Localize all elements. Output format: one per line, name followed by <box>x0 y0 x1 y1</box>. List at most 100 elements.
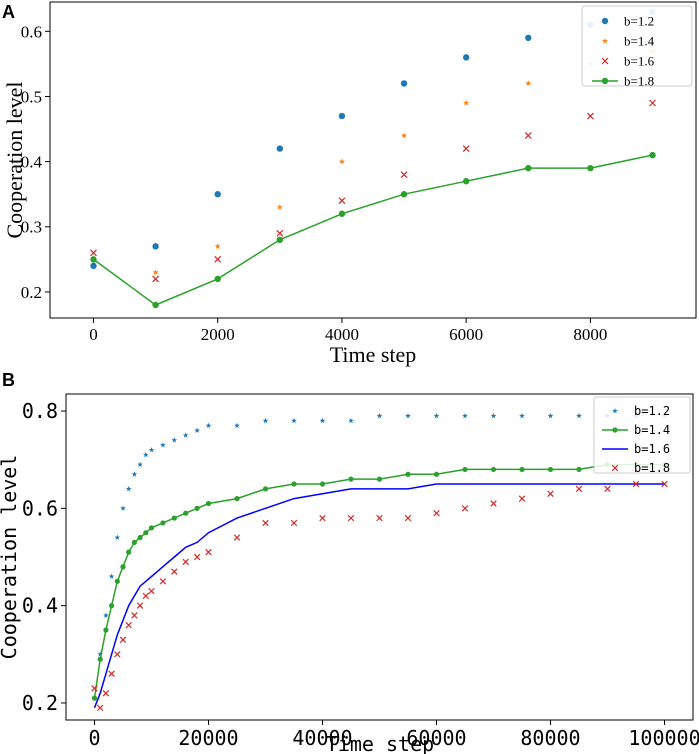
chart-panel-a: 0.2 0.3 0.4 0.5 0.6 0 2000 4000 6000 8000 Time s… <box>2 1 697 367</box>
legend-item: b=1.6 <box>601 54 655 69</box>
data-point <box>319 481 326 487</box>
data-point <box>262 417 269 424</box>
data-point <box>148 525 155 531</box>
series-b=1.4 <box>90 47 656 276</box>
data-point <box>183 510 189 516</box>
data-point <box>234 496 240 502</box>
data-point <box>525 80 532 87</box>
data-point <box>214 191 221 198</box>
y-tick-label: 0.4 <box>21 153 43 172</box>
data-point <box>547 412 554 419</box>
series-b=1.4 <box>91 461 668 701</box>
data-point <box>96 704 104 712</box>
data-point <box>348 417 354 424</box>
data-point <box>461 505 469 512</box>
data-point <box>433 509 440 517</box>
data-point <box>587 164 594 172</box>
data-point <box>214 275 221 283</box>
data-point <box>604 485 611 493</box>
legend-marker <box>611 464 619 472</box>
data-point <box>276 203 283 210</box>
data-point <box>338 158 346 165</box>
y-tick-label: 0.6 <box>21 22 42 41</box>
data-point <box>142 592 150 600</box>
x-tick-label: 0 <box>89 325 98 344</box>
data-point <box>131 612 138 619</box>
data-point <box>91 685 98 692</box>
data-point <box>126 549 132 555</box>
data-point <box>576 466 582 473</box>
x-tick-label: 0 <box>88 726 100 750</box>
legend-label: b=1.6 <box>634 442 670 456</box>
chart-panel-b: 0.2 0.4 0.6 0.8 0 20000 40000 60000 80000 100000… <box>0 393 699 754</box>
x-tick-label: 6000 <box>449 325 483 344</box>
y-tick-label: 0.8 <box>22 399 58 423</box>
data-point <box>400 171 408 179</box>
data-point <box>462 466 468 473</box>
data-point <box>193 553 201 561</box>
data-point <box>319 417 326 424</box>
data-point <box>262 519 269 527</box>
data-point <box>525 34 532 42</box>
series-b=1.2 <box>90 8 656 270</box>
legend-marker <box>601 17 609 25</box>
data-point <box>233 534 241 541</box>
data-point <box>205 500 212 507</box>
data-point <box>547 466 554 473</box>
x-tick-label: 4000 <box>325 325 359 344</box>
y-axis-label-a: Cooperation level <box>2 81 27 238</box>
x-axis-label-b: Time step <box>326 732 434 754</box>
data-point <box>575 485 583 493</box>
y-axis-label-b: Cooperation level <box>0 455 21 660</box>
y-tick-label: 0.2 <box>22 691 58 715</box>
data-point <box>120 505 126 511</box>
data-point <box>152 275 160 283</box>
legend-box-a <box>581 5 693 87</box>
legend-item: b=1.4 <box>602 423 670 437</box>
data-point <box>142 451 149 458</box>
x-tick-label: 2000 <box>201 325 235 344</box>
plot-frame-a <box>49 1 697 319</box>
data-point <box>120 564 126 570</box>
data-point <box>400 191 408 198</box>
data-point <box>171 515 177 521</box>
data-point <box>214 243 221 249</box>
data-point <box>152 301 159 309</box>
data-point <box>152 269 159 276</box>
data-point <box>159 578 167 585</box>
data-point <box>490 466 497 473</box>
data-point <box>103 612 109 618</box>
data-point <box>194 505 200 511</box>
data-point <box>114 534 121 540</box>
data-point <box>114 578 120 584</box>
data-point <box>525 164 532 172</box>
legend-item: b=1.8 <box>592 74 654 89</box>
data-point <box>234 422 240 429</box>
data-point <box>194 427 200 433</box>
y-tick-label: 0.3 <box>21 218 42 237</box>
data-point <box>462 177 470 185</box>
data-point <box>291 417 297 424</box>
legend-box-b <box>593 396 691 474</box>
legend-label: b=1.8 <box>634 461 670 475</box>
data-point <box>649 99 656 107</box>
legend-label: b=1.4 <box>624 34 655 49</box>
data-point <box>400 132 408 139</box>
legend-marker <box>612 408 618 414</box>
legend-marker <box>612 427 618 433</box>
data-point <box>114 651 121 658</box>
data-point <box>97 656 103 662</box>
legend-label: b=1.2 <box>634 404 670 418</box>
data-point <box>137 534 143 541</box>
data-point <box>661 480 668 488</box>
legend-item: b=1.2 <box>601 14 654 29</box>
data-point <box>649 151 656 159</box>
data-point <box>160 520 166 526</box>
x-tick-label: 8000 <box>573 325 607 344</box>
y-tick-label: 0.6 <box>22 496 58 520</box>
data-point <box>148 446 155 453</box>
legend-a: b=1.2 b=1.4 b=1.6 b=1.8 <box>581 5 693 89</box>
legend-label: b=1.4 <box>634 423 670 437</box>
legend-marker <box>601 77 609 85</box>
legend-item: b=1.4 <box>601 34 655 49</box>
